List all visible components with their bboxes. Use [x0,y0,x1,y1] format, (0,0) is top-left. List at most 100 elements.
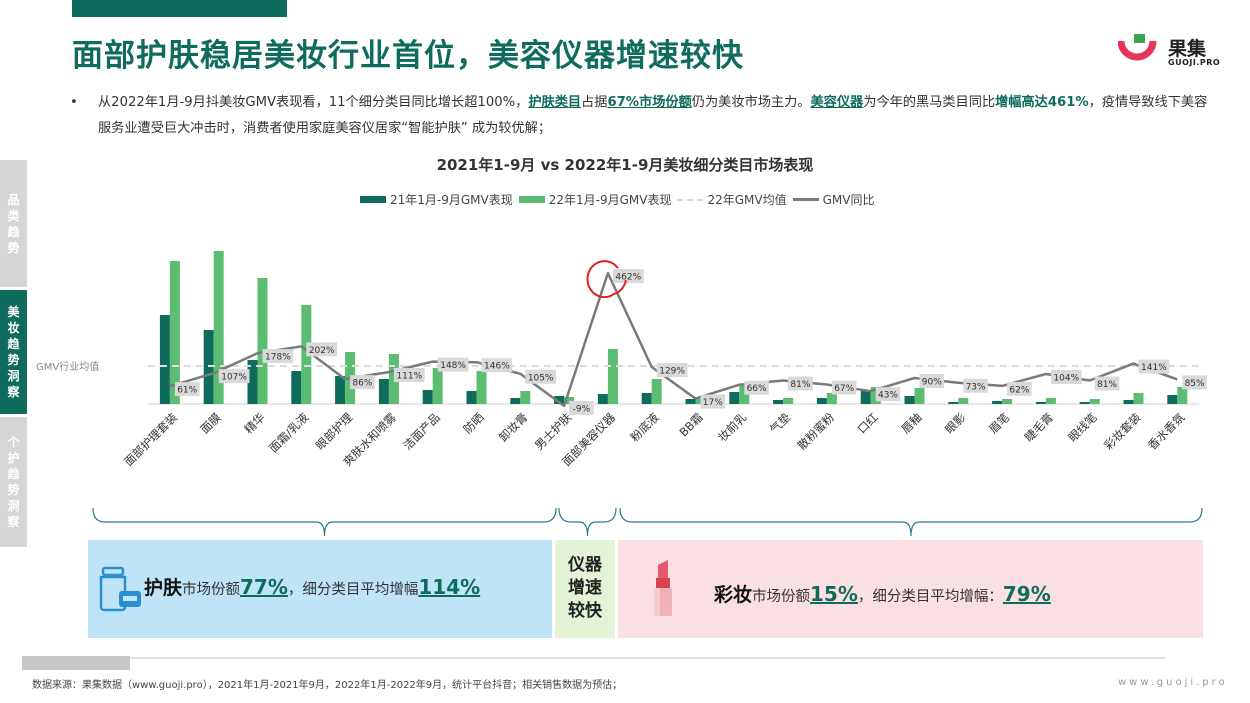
category-label-14: 气垫 [767,410,794,437]
bar-2022-2 [257,278,268,404]
bar-2022-22 [1133,393,1144,404]
legend-item-avg: 22年GMV均值 [677,191,787,208]
sidebar-tab1-char-0: 品 [7,192,20,207]
bar-2021-6 [422,390,433,404]
skincare-bottle-icon [99,566,141,612]
bar-2021-15 [816,398,827,404]
bar-2021-4 [335,376,346,404]
growth-label-bg-5 [393,368,425,383]
growth-label-1: 107% [221,373,247,383]
page-title: 面部护肤稳居美妆行业首位，美容仪器增速较快 [72,38,744,74]
growth-label-bg-12 [700,394,726,409]
bar-2021-13 [729,392,740,404]
growth-label-bg-22 [1138,359,1170,374]
bar-2022-6 [432,368,443,404]
growth-label-bg-19 [1007,381,1032,396]
bar-2021-12 [685,399,696,404]
sidebar-tab2-char-4: 洞 [7,369,20,383]
category-label-19: 眉笔 [986,410,1012,436]
sidebar-tab3-char-4: 洞 [7,499,20,513]
growth-label-bg-6 [437,357,469,372]
category-label-13: 妆前乳 [715,410,750,445]
sidebar-tab3-char-3: 势 [7,483,20,497]
bar-2022-19 [1002,399,1013,404]
category-label-20: 睫毛膏 [1022,410,1056,444]
bar-2021-8 [510,398,521,404]
bar-2021-16 [860,391,871,404]
growth-label-13: 66% [747,384,767,394]
summary-hl-instrument: 美容仪器 [810,95,864,110]
growth-label-bg-4 [350,375,375,390]
bar-2021-3 [291,371,302,404]
growth-label-bg-1 [218,369,250,384]
growth-label-21: 81% [1097,380,1117,390]
legend-label-growth: GMV同比 [822,193,875,207]
summary-p1: 从2022年1月-9月抖美妆GMV表现看，11个细分类目同比增长超100%， [98,95,529,110]
bar-2022-8 [520,391,531,404]
category-label-3: 面霜/乳液 [266,410,312,456]
bar-2021-23 [1167,395,1178,404]
bar-2022-11 [651,379,662,404]
logo-subtext: GUOJI.PRO [1168,58,1221,67]
bar-2021-10 [597,394,608,404]
bar-2022-9 [564,397,575,404]
sidebar-tab-beauty-trend[interactable]: 美妆趋势洞察 [0,290,27,414]
category-label-1: 面膜 [198,410,224,436]
legend-label-2022: 22年1月-9月GMV表现 [548,193,672,207]
bar-2022-23 [1177,387,1188,404]
growth-label-bg-0 [174,382,200,397]
bar-2022-21 [1089,399,1100,404]
makeup-growth: 79% [1002,582,1051,606]
sidebar-tab2-char-5: 察 [7,385,20,399]
growth-label-19: 62% [1009,385,1029,395]
skincare-share: 77% [240,575,288,599]
growth-label-bg-10 [612,269,644,284]
legend-swatch-growth [792,198,819,201]
bar-2021-17 [904,396,915,404]
bar-2021-0 [159,315,170,404]
footer-accent-bar [22,656,130,670]
skincare-growth-label: ，细分类目平均增幅 [287,582,419,598]
growth-label-3: 202% [309,346,335,356]
category-label-6: 洁面产品 [400,410,442,452]
summary-hl-skincare: 护肤类目 [528,95,582,110]
bar-2021-9 [554,396,565,404]
growth-label-14: 81% [790,380,810,390]
brace-makeup [619,507,1203,537]
sidebar-tab2-char-3: 势 [7,353,20,367]
sidebar-tab-personal-care-trend[interactable]: 个护趋势洞察 [0,417,27,547]
summary-p4: 为今年的黑马类目同比 [863,95,996,110]
growth-label-bg-23 [1182,375,1207,390]
summary-p5: ，疫情导致线下美容服务业遭受巨大冲击时，消费者使用家庭美容仪居家“智能护肤” 成… [98,95,1208,136]
category-label-18: 眼影 [942,410,969,437]
summary-p3: 仍为美妆市场主力。 [691,95,811,110]
legend-swatch-avg [677,198,704,201]
growth-label-5: 111% [396,372,422,382]
growth-label-bg-3 [306,342,338,357]
panel-instrument: 仪器 增速 较快 [555,540,615,638]
growth-label-0: 61% [177,386,197,396]
growth-label-bg-9 [569,400,594,415]
growth-label-6: 148% [440,361,466,371]
bar-2021-18 [948,402,959,404]
instrument-note: 仪器 增速 较快 [555,554,615,623]
instrument-line2: 增速 [568,578,602,598]
growth-label-bg-21 [1094,376,1120,391]
sidebar-tab1-char-3: 势 [7,240,20,255]
growth-label-bg-20 [1050,370,1082,385]
sidebar-tab-category-trend[interactable]: 品类趋势 [0,160,27,287]
sidebar-tab3-char-1: 护 [7,451,20,465]
skincare-share-label: 市场份额 [182,582,241,598]
growth-label-bg-13 [744,380,769,395]
makeup-summary: 彩妆市场份额15%，细分类目平均增幅：79% [714,580,1051,607]
chart-legend: 21年1月-9月GMV表现 22年1月-9月GMV表现 22年GMV均值 GMV… [360,191,880,208]
makeup-share: 15% [810,582,858,606]
footer-divider [22,657,1165,659]
sidebar-tab3-char-2: 趋 [7,467,20,481]
brace-instrument [558,507,617,537]
bar-2021-21 [1079,402,1090,404]
skincare-growth: 114% [418,575,481,599]
guoji-logo [1118,34,1157,61]
growth-label-15: 67% [834,384,854,394]
growth-label-16: 43% [878,391,898,401]
